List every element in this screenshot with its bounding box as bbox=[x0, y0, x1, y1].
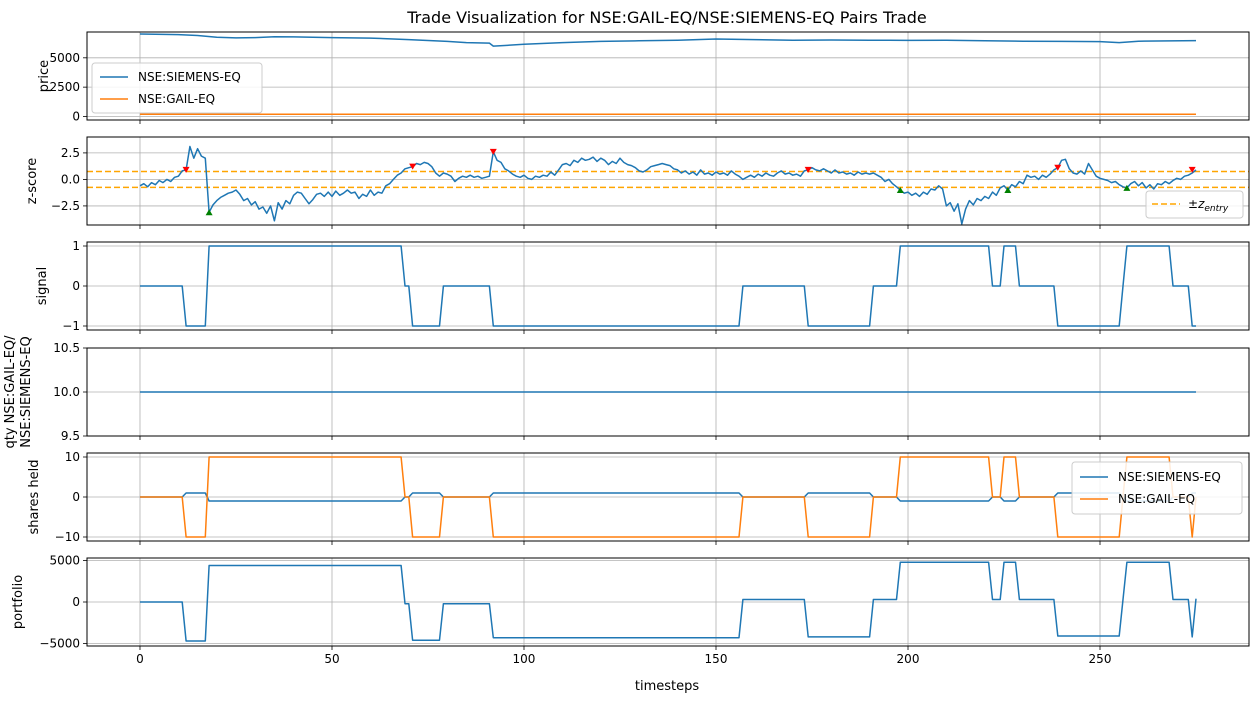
legend-box bbox=[1145, 190, 1244, 219]
panel-portfolio: −5000 0 5000 0 50 100 150 200 250 portfolio bbox=[11, 553, 1250, 666]
y-axis-label: z-score bbox=[25, 158, 40, 204]
x-tick-label: 200 bbox=[897, 652, 920, 666]
legend-label: NSE:SIEMENS-EQ bbox=[138, 70, 241, 84]
x-tick-label: 250 bbox=[1089, 652, 1112, 666]
legend-label: NSE:SIEMENS-EQ bbox=[1118, 470, 1221, 484]
legend: NSE:SIEMENS-EQ NSE:GAIL-EQ bbox=[91, 62, 263, 114]
long-entry-marker bbox=[1004, 187, 1012, 194]
short-entry-marker bbox=[1188, 166, 1196, 173]
axes-frame bbox=[86, 31, 1250, 121]
legend-box bbox=[91, 62, 263, 114]
y-axis-label: portfolio bbox=[11, 575, 26, 629]
panel-signal: −1 0 1 signal bbox=[35, 239, 1250, 334]
axes-frame bbox=[86, 136, 1250, 226]
x-tick-label: 100 bbox=[513, 652, 536, 666]
figure-title: Trade Visualization for NSE:GAIL-EQ/NSE:… bbox=[406, 8, 927, 27]
y-tick-label: 0 bbox=[72, 595, 80, 609]
y-axis-label: NSE:SIEMENS-EQ bbox=[19, 336, 34, 447]
long-entry-marker bbox=[1123, 184, 1131, 191]
short-entry-marker bbox=[409, 163, 417, 170]
series-line-nse-siemens-eq bbox=[139, 33, 1197, 47]
x-tick-label: 0 bbox=[136, 652, 144, 666]
legend: ±zentry bbox=[1145, 190, 1244, 219]
y-axis-label: qty NSE:GAIL-EQ/ bbox=[3, 335, 18, 449]
y-tick-label: 0.0 bbox=[61, 172, 80, 186]
short-entry-marker bbox=[1054, 164, 1062, 171]
long-entry-marker bbox=[205, 209, 213, 216]
y-tick-label: 10.5 bbox=[53, 341, 80, 355]
x-tick-label: 50 bbox=[324, 652, 339, 666]
y-tick-label: 2500 bbox=[49, 80, 80, 94]
y-tick-label: 10 bbox=[65, 450, 80, 464]
y-tick-label: 5000 bbox=[49, 553, 80, 567]
legend: NSE:SIEMENS-EQ NSE:GAIL-EQ bbox=[1071, 461, 1243, 515]
y-tick-label: 10.0 bbox=[53, 385, 80, 399]
y-tick-label: −10 bbox=[55, 530, 80, 544]
series-line-signal bbox=[140, 245, 1196, 327]
short-entry-marker bbox=[182, 166, 190, 173]
x-tick-label: 150 bbox=[705, 652, 728, 666]
y-tick-label: 1 bbox=[72, 239, 80, 253]
y-tick-label: 2.5 bbox=[61, 146, 80, 160]
series-line-z bbox=[139, 145, 1197, 225]
y-tick-label: 0 bbox=[72, 279, 80, 293]
legend-box bbox=[1071, 461, 1243, 515]
panel-qty: 9.5 10.0 10.5 qty NSE:GAIL-EQ/NSE:SIEMENS-E… bbox=[3, 335, 1250, 449]
legend-label: NSE:GAIL-EQ bbox=[138, 92, 215, 106]
legend-label: NSE:GAIL-EQ bbox=[1118, 492, 1195, 506]
y-tick-label: −2.5 bbox=[51, 199, 80, 213]
y-tick-label: −1 bbox=[62, 319, 80, 333]
y-axis-label: price bbox=[37, 60, 52, 92]
y-tick-label: −5000 bbox=[39, 637, 80, 651]
y-tick-label: 5000 bbox=[49, 51, 80, 65]
y-tick-label: 0 bbox=[72, 109, 80, 123]
long-entry-marker bbox=[896, 187, 904, 194]
x-axis-label: timesteps bbox=[635, 679, 699, 694]
y-tick-label: 9.5 bbox=[61, 429, 80, 443]
panel-z-score: −2.5 0.0 2.5 z-score ±zentry bbox=[25, 136, 1250, 229]
short-entry-marker bbox=[489, 148, 497, 155]
series-line-portfolio bbox=[140, 561, 1197, 642]
y-axis-label: signal bbox=[35, 267, 50, 305]
y-axis-label: shares held bbox=[27, 459, 42, 534]
y-tick-label: 0 bbox=[72, 490, 80, 504]
short-entry-marker bbox=[804, 166, 812, 173]
panel-shares: −10 0 10 shares held NSE:SIEMENS-EQ NSE:GAIL-… bbox=[27, 450, 1250, 545]
